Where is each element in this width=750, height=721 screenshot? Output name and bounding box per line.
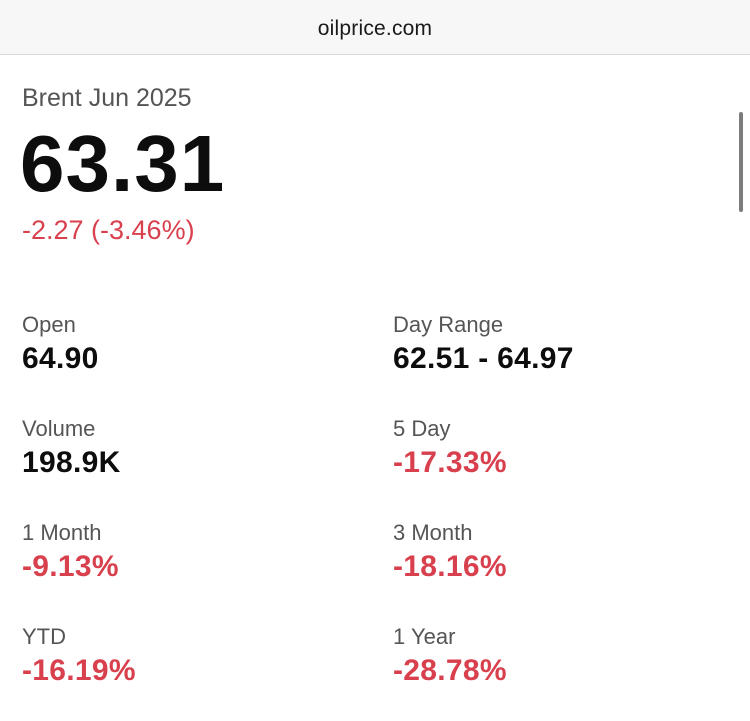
last-price: 63.31 (20, 119, 226, 208)
stat-1-month: 1 Month -9.13% (22, 522, 119, 582)
price-change: -2.27 (-3.46%) (22, 215, 195, 245)
browser-address-bar[interactable]: oilprice.com (0, 0, 750, 55)
stat-1-year: 1 Year -28.78% (393, 626, 507, 686)
stat-3-month: 3 Month -18.16% (393, 522, 507, 582)
stat-volume: Volume 198.9K (22, 418, 121, 478)
stat-5-day: 5 Day -17.33% (393, 418, 507, 478)
stat-label: 1 Month (22, 520, 102, 545)
stat-label: Day Range (393, 312, 504, 337)
stat-value: -16.19% (22, 654, 136, 687)
stat-day-range: Day Range 62.51 - 64.97 (393, 314, 574, 374)
stat-value: -9.13% (22, 550, 119, 583)
instrument-name: Brent Jun 2025 (22, 84, 192, 112)
stat-value: 62.51 - 64.97 (393, 342, 574, 375)
stat-open: Open 64.90 (22, 314, 99, 374)
url-text[interactable]: oilprice.com (317, 17, 433, 40)
stat-value: -28.78% (393, 654, 507, 687)
stat-label: 3 Month (393, 520, 473, 545)
stat-label: 1 Year (393, 624, 456, 649)
stat-label: Volume (22, 416, 96, 441)
stat-label: Open (22, 312, 76, 337)
stat-label: 5 Day (393, 416, 451, 441)
page-scrollbar[interactable] (739, 112, 743, 212)
stat-ytd: YTD -16.19% (22, 626, 136, 686)
stat-label: YTD (22, 624, 66, 649)
stat-value: -18.16% (393, 550, 507, 583)
stat-value: 64.90 (22, 342, 99, 375)
stat-value: 198.9K (22, 446, 121, 479)
stat-value: -17.33% (393, 446, 507, 479)
